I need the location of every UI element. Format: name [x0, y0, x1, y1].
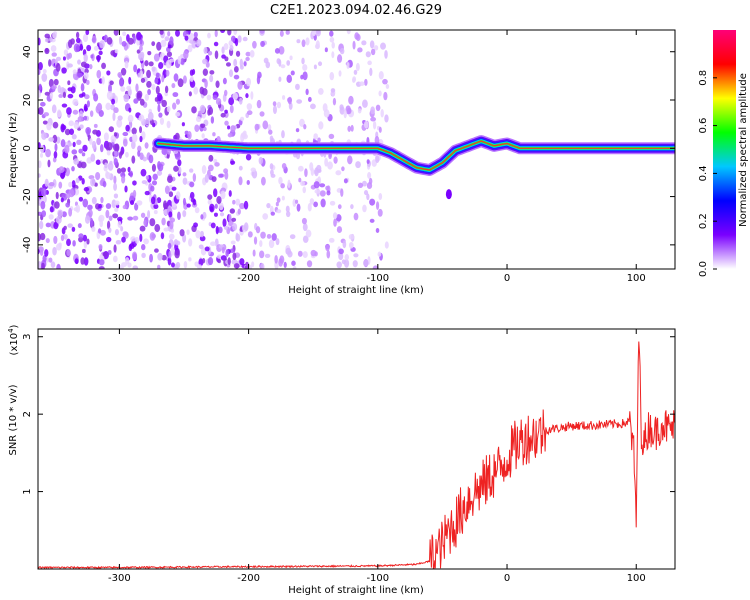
y-tick-label: 1 [22, 488, 33, 494]
y-tick-label: 2 [22, 411, 33, 417]
spectrogram-noise-field [38, 30, 390, 269]
spectrogram-y-ticks: -40 -20 0 20 40 [22, 45, 675, 253]
snr-multiplier-close: ) [9, 324, 20, 328]
colorbar-tick-label: 0.8 [698, 70, 709, 86]
y-tick-label: 0 [22, 145, 33, 151]
x-tick-label: -200 [237, 273, 260, 284]
snr-x-label: Height of straight line (km) [288, 585, 424, 596]
y-tick-label: -40 [22, 237, 33, 253]
colorbar-gradient [713, 30, 736, 269]
x-tick-label: 100 [627, 273, 646, 284]
snr-y-label: SNR (10 * v/v) [8, 384, 19, 455]
chart-title: C2E1.2023.094.02.46.G29 [270, 3, 442, 18]
x-tick-label: 0 [504, 573, 510, 584]
x-tick-label: -300 [108, 273, 131, 284]
colorbar-label: Normalized spectral amplitude [738, 73, 749, 227]
snr-x-ticks: -300 -200 -100 0 100 [108, 329, 646, 584]
snr-panel: -300 -200 -100 0 100 1 2 3 Height of straight … [7, 324, 676, 596]
x-tick-label: -100 [366, 273, 389, 284]
snr-multiplier-base: (x10 [9, 333, 20, 356]
y-tick-label: 3 [22, 334, 33, 340]
spectrogram-x-ticks: -300 -200 -100 0 100 [108, 30, 646, 284]
y-tick-label: 20 [22, 94, 33, 107]
x-tick-label: -300 [108, 573, 131, 584]
spectrogram-ridge [152, 135, 675, 200]
spectrogram-y-label: Frequency (Hz) [8, 112, 19, 188]
spectrogram-x-label: Height of straight line (km) [288, 285, 424, 296]
x-tick-label: -200 [237, 573, 260, 584]
y-tick-label: 40 [22, 45, 33, 58]
colorbar-tick-label: 0.6 [698, 118, 709, 134]
snr-frame [37, 328, 676, 570]
snr-multiplier: (x104) [7, 324, 20, 355]
snr-series [38, 341, 675, 569]
snr-y-ticks: 1 2 3 [22, 334, 675, 495]
x-tick-label: -100 [366, 573, 389, 584]
colorbar-tick-label: 0.4 [698, 165, 709, 181]
snr-multiplier-exp: 4 [7, 328, 15, 333]
colorbar: 0.0 0.2 0.4 0.6 0.8 Normalized spectral ampl… [698, 30, 749, 277]
y-tick-label: -20 [22, 188, 33, 204]
colorbar-ticks: 0.0 0.2 0.4 0.6 0.8 [698, 70, 717, 277]
spectrogram-frame [37, 29, 676, 270]
colorbar-tick-label: 0.2 [698, 213, 709, 229]
snr-background [38, 329, 675, 569]
x-tick-label: 100 [627, 573, 646, 584]
x-tick-label: 0 [504, 273, 510, 284]
colorbar-tick-label: 0.0 [698, 261, 709, 277]
